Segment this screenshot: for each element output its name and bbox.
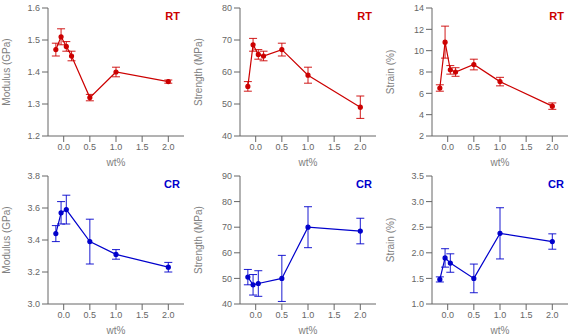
svg-text:1.6: 1.6 bbox=[27, 3, 40, 13]
svg-text:0.5: 0.5 bbox=[276, 142, 289, 152]
svg-text:1.5: 1.5 bbox=[27, 35, 40, 45]
svg-text:wt%: wt% bbox=[490, 325, 510, 336]
svg-text:80: 80 bbox=[222, 197, 232, 207]
svg-text:3.2: 3.2 bbox=[27, 267, 40, 277]
html-text:RT: RT bbox=[549, 10, 564, 22]
svg-text:1.2: 1.2 bbox=[27, 131, 40, 141]
svg-text:4: 4 bbox=[419, 110, 424, 120]
svg-text:2.0: 2.0 bbox=[546, 142, 559, 152]
svg-text:0.5: 0.5 bbox=[84, 142, 97, 152]
svg-text:0.0: 0.0 bbox=[441, 310, 454, 320]
svg-text:40: 40 bbox=[222, 299, 232, 309]
svg-text:1.5: 1.5 bbox=[136, 310, 149, 320]
svg-text:0.5: 0.5 bbox=[276, 310, 289, 320]
html-text:CR: CR bbox=[164, 178, 180, 190]
svg-text:1.0: 1.0 bbox=[411, 299, 424, 309]
svg-text:70: 70 bbox=[222, 222, 232, 232]
svg-text:3.6: 3.6 bbox=[27, 203, 40, 213]
svg-text:1.5: 1.5 bbox=[328, 310, 341, 320]
svg-text:1.0: 1.0 bbox=[302, 310, 315, 320]
svg-text:1.5: 1.5 bbox=[520, 310, 533, 320]
svg-text:6: 6 bbox=[419, 89, 424, 99]
svg-text:50: 50 bbox=[222, 274, 232, 284]
svg-text:50: 50 bbox=[222, 99, 232, 109]
svg-text:1.4: 1.4 bbox=[27, 67, 40, 77]
svg-text:1.0: 1.0 bbox=[110, 310, 123, 320]
svg-text:1.3: 1.3 bbox=[27, 99, 40, 109]
html-text:RT: RT bbox=[165, 10, 180, 22]
svg-text:Strength (MPa): Strength (MPa) bbox=[193, 206, 204, 274]
svg-text:2.0: 2.0 bbox=[162, 310, 175, 320]
svg-text:Strength (MPa): Strength (MPa) bbox=[193, 38, 204, 106]
svg-text:2: 2 bbox=[419, 131, 424, 141]
svg-text:70: 70 bbox=[222, 35, 232, 45]
html-text:RT: RT bbox=[357, 10, 372, 22]
svg-text:0.5: 0.5 bbox=[468, 310, 481, 320]
svg-text:1.5: 1.5 bbox=[520, 142, 533, 152]
svg-text:80: 80 bbox=[222, 3, 232, 13]
svg-text:12: 12 bbox=[414, 25, 424, 35]
svg-text:90: 90 bbox=[222, 171, 232, 181]
svg-text:2.0: 2.0 bbox=[354, 310, 367, 320]
html-text:CR: CR bbox=[548, 178, 564, 190]
svg-text:1.0: 1.0 bbox=[494, 142, 507, 152]
svg-text:Strain (%): Strain (%) bbox=[385, 218, 396, 262]
svg-text:wt%: wt% bbox=[298, 325, 318, 336]
svg-text:3.5: 3.5 bbox=[411, 171, 424, 181]
svg-text:60: 60 bbox=[222, 248, 232, 258]
svg-text:3.4: 3.4 bbox=[27, 235, 40, 245]
svg-text:2.0: 2.0 bbox=[162, 142, 175, 152]
svg-text:10: 10 bbox=[414, 46, 424, 56]
svg-text:1.5: 1.5 bbox=[328, 142, 341, 152]
svg-text:0.5: 0.5 bbox=[84, 310, 97, 320]
html-text:CR: CR bbox=[356, 178, 372, 190]
svg-text:Modulus (GPa): Modulus (GPa) bbox=[8, 38, 12, 105]
svg-text:1.0: 1.0 bbox=[302, 142, 315, 152]
svg-text:1.5: 1.5 bbox=[136, 142, 149, 152]
svg-text:3.0: 3.0 bbox=[411, 197, 424, 207]
svg-text:0.0: 0.0 bbox=[249, 310, 262, 320]
svg-text:2.5: 2.5 bbox=[411, 222, 424, 232]
svg-text:40: 40 bbox=[222, 131, 232, 141]
svg-text:0.0: 0.0 bbox=[249, 142, 262, 152]
svg-text:Modulus (GPa): Modulus (GPa) bbox=[8, 206, 12, 273]
svg-text:Strain (%): Strain (%) bbox=[385, 50, 396, 94]
svg-text:0.0: 0.0 bbox=[57, 310, 70, 320]
svg-text:wt%: wt% bbox=[106, 157, 126, 168]
svg-text:1.0: 1.0 bbox=[494, 310, 507, 320]
svg-text:0.5: 0.5 bbox=[468, 142, 481, 152]
svg-text:wt%: wt% bbox=[106, 325, 126, 336]
svg-text:2.0: 2.0 bbox=[546, 310, 559, 320]
svg-text:2.0: 2.0 bbox=[411, 248, 424, 258]
svg-text:1.5: 1.5 bbox=[411, 274, 424, 284]
svg-text:14: 14 bbox=[414, 3, 424, 13]
svg-text:8: 8 bbox=[419, 67, 424, 77]
svg-text:0.0: 0.0 bbox=[441, 142, 454, 152]
svg-text:3.8: 3.8 bbox=[27, 171, 40, 181]
svg-text:3.0: 3.0 bbox=[27, 299, 40, 309]
svg-text:wt%: wt% bbox=[298, 157, 318, 168]
svg-text:0.0: 0.0 bbox=[57, 142, 70, 152]
svg-text:2.0: 2.0 bbox=[354, 142, 367, 152]
svg-text:1.0: 1.0 bbox=[110, 142, 123, 152]
svg-text:wt%: wt% bbox=[490, 157, 510, 168]
svg-text:60: 60 bbox=[222, 67, 232, 77]
